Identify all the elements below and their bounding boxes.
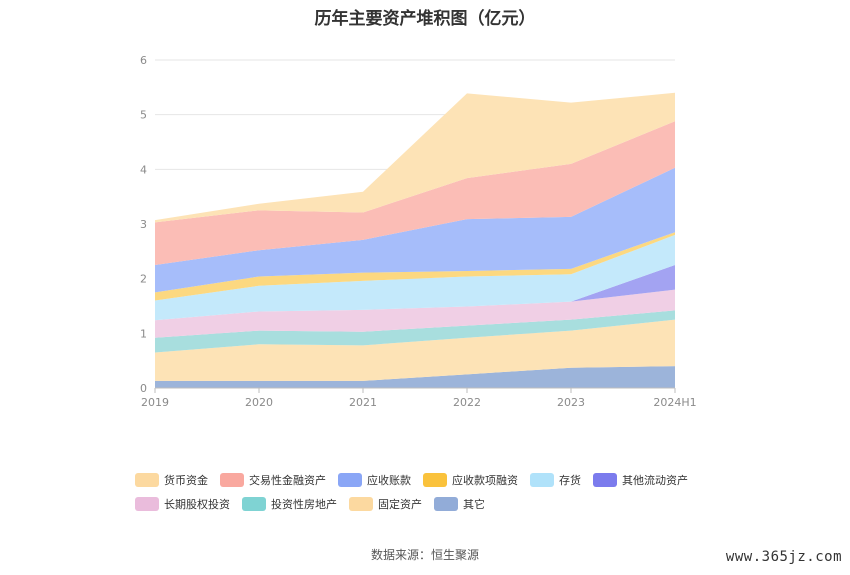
legend-label: 投资性房地产 bbox=[271, 498, 337, 511]
legend-swatch bbox=[530, 473, 554, 487]
y-tick-label: 2 bbox=[140, 273, 147, 286]
stacked-area-chart: 0 1 2 3 4 5 6 2019 2020 2021 2022 2023 2024H1 bbox=[140, 54, 697, 409]
area-series-其它 bbox=[155, 366, 675, 388]
legend-item[interactable]: 固定资产 bbox=[349, 496, 422, 512]
data-source: 数据来源：恒生聚源 bbox=[370, 548, 479, 562]
legend-item[interactable]: 应收款项融资 bbox=[423, 472, 518, 488]
legend-item[interactable]: 交易性金融资产 bbox=[220, 472, 326, 488]
x-tick-label: 2020 bbox=[245, 396, 273, 409]
legend-label: 固定资产 bbox=[378, 498, 422, 511]
legend-label: 应收款项融资 bbox=[452, 474, 518, 487]
y-tick-label: 0 bbox=[140, 382, 147, 395]
x-tick-label: 2021 bbox=[349, 396, 377, 409]
legend-label: 货币资金 bbox=[164, 474, 208, 487]
axes: 0 1 2 3 4 5 6 2019 2020 2021 2022 2023 2024H1 bbox=[140, 54, 697, 409]
chart-title: 历年主要资产堆积图（亿元） bbox=[314, 9, 536, 29]
watermark: www.365jz.com bbox=[725, 549, 842, 565]
legend-swatch bbox=[220, 473, 244, 487]
legend-item[interactable]: 投资性房地产 bbox=[242, 496, 337, 512]
x-tick-label: 2019 bbox=[141, 396, 169, 409]
y-tick-label: 3 bbox=[140, 218, 147, 231]
y-tick-label: 1 bbox=[140, 327, 147, 340]
legend-swatch bbox=[593, 473, 617, 487]
y-tick-label: 6 bbox=[140, 54, 147, 67]
legend-swatch bbox=[423, 473, 447, 487]
area-series-应收账款 bbox=[155, 167, 675, 293]
x-tick-label: 2023 bbox=[557, 396, 585, 409]
area-series-应收款项融资 bbox=[155, 232, 675, 301]
legend-item[interactable]: 存货 bbox=[530, 472, 581, 488]
legend-label: 其他流动资产 bbox=[622, 474, 688, 487]
legend-swatch bbox=[242, 497, 266, 511]
legend: 货币资金 交易性金融资产 应收账款 应收款项融资 存货 其他流动资产长期股权投资 投资性房地… bbox=[135, 472, 735, 512]
legend-item[interactable]: 其它 bbox=[434, 496, 485, 512]
area-series-存货 bbox=[155, 234, 675, 321]
legend-item[interactable]: 长期股权投资 bbox=[135, 496, 230, 512]
area-series-投资性房地产 bbox=[155, 310, 675, 353]
legend-label: 其它 bbox=[463, 498, 485, 511]
area-series-长期股权投资 bbox=[155, 289, 675, 338]
legend-swatch bbox=[434, 497, 458, 511]
legend-item[interactable]: 货币资金 bbox=[135, 472, 208, 488]
area-series-固定资产 bbox=[155, 319, 675, 381]
legend-label: 应收账款 bbox=[367, 474, 411, 487]
legend-swatch bbox=[135, 473, 159, 487]
y-tick-label: 4 bbox=[140, 163, 147, 176]
x-tick-label: 2024H1 bbox=[653, 396, 696, 409]
legend-item[interactable]: 应收账款 bbox=[338, 472, 411, 488]
area-series-交易性金融资产 bbox=[155, 121, 675, 265]
legend-swatch bbox=[338, 473, 362, 487]
legend-label: 交易性金融资产 bbox=[249, 474, 326, 487]
legend-swatch bbox=[135, 497, 159, 511]
legend-swatch bbox=[349, 497, 373, 511]
x-tick-label: 2022 bbox=[453, 396, 481, 409]
legend-label: 长期股权投资 bbox=[164, 498, 230, 511]
legend-label: 存货 bbox=[559, 474, 581, 487]
area-series bbox=[155, 92, 675, 388]
area-series-货币资金 bbox=[155, 92, 675, 223]
legend-item[interactable]: 其他流动资产 bbox=[593, 472, 688, 488]
y-tick-label: 5 bbox=[140, 109, 147, 122]
